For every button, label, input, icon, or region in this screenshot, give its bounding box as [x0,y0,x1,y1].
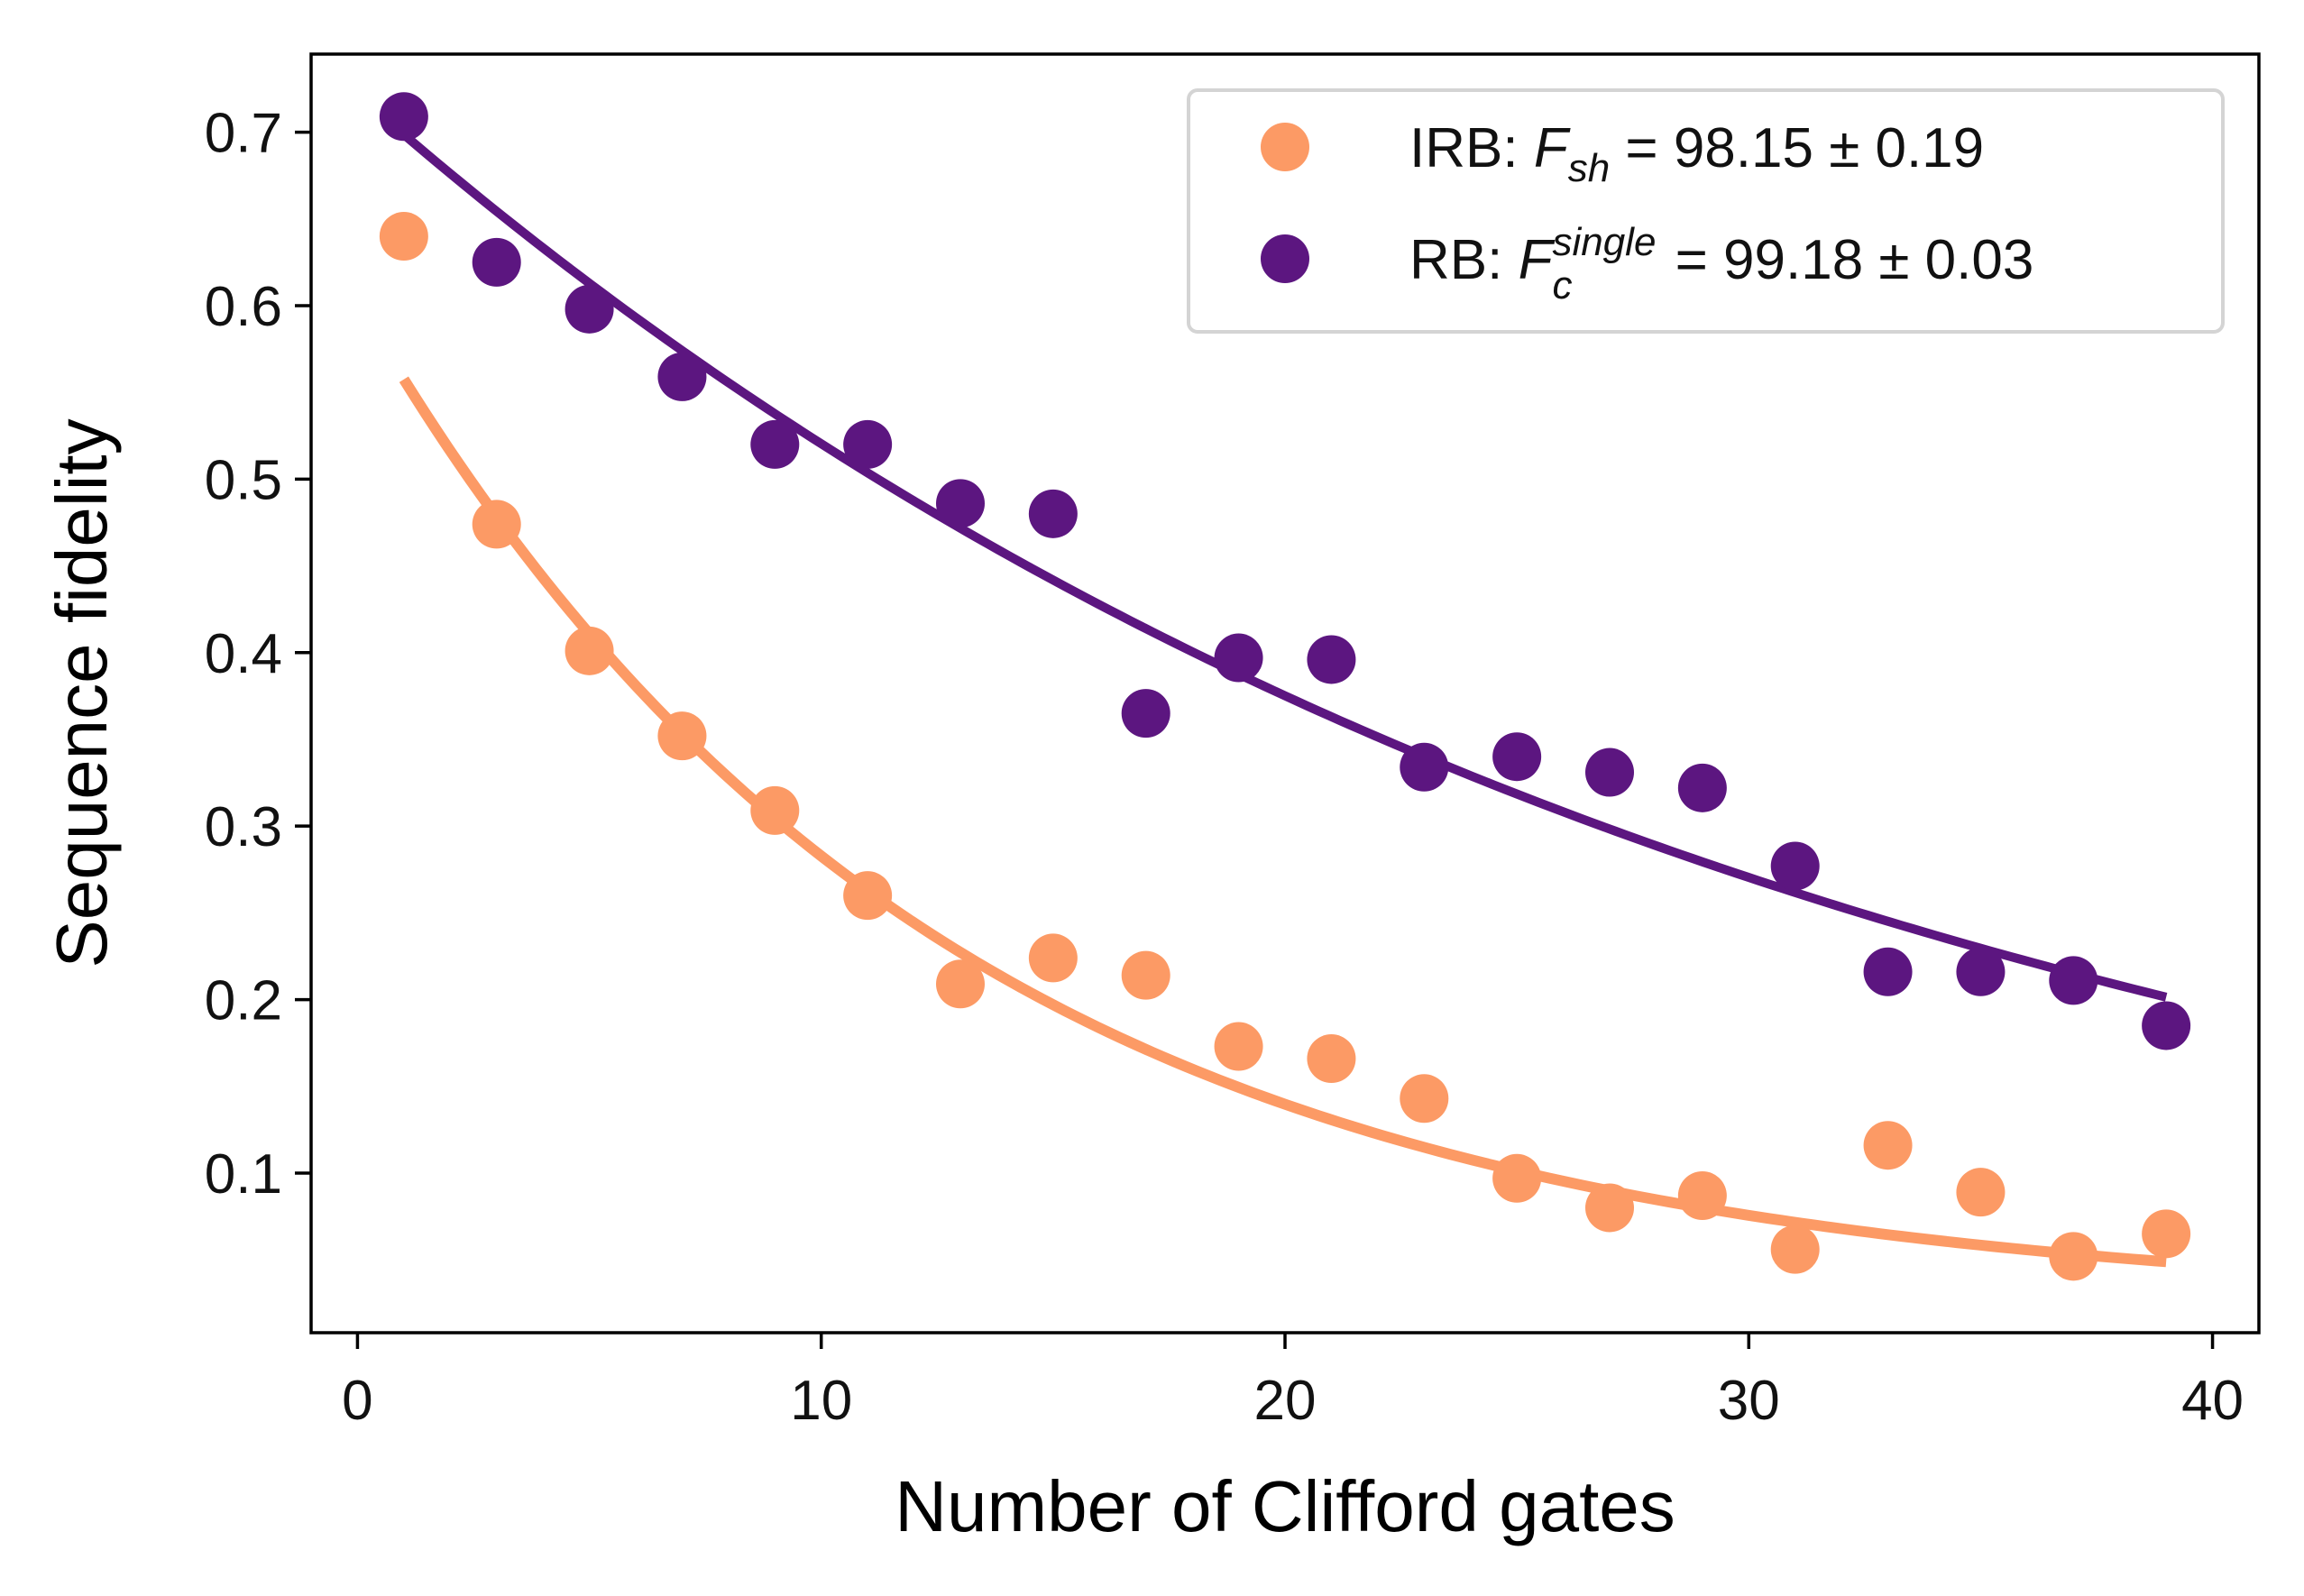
data-point-rb [1956,947,2006,996]
legend-rb-symbol: F [1519,229,1556,291]
legend-marker-rb [1261,234,1309,283]
data-point-rb [1677,763,1727,812]
data-point-irb [1770,1225,1820,1274]
legend-entry-rb: RB: Fsingle c = 99.18 ± 0.03 [1409,220,2033,307]
data-point-rb [1863,947,1913,996]
data-point-irb [1307,1034,1356,1084]
x-axis-label: Number of Clifford gates [895,1466,1675,1546]
data-point-rb [1492,732,1542,782]
y-tick-label: 0.5 [205,449,282,511]
y-tick-label: 0.6 [205,276,282,338]
data-point-irb [2049,1232,2098,1281]
y-tick-label: 0.3 [205,796,282,858]
data-point-rb [2142,1001,2191,1050]
x-tick-label: 30 [1718,1370,1780,1432]
data-point-rb [1770,841,1820,891]
data-point-rb [2049,956,2098,1005]
data-point-irb [472,500,521,549]
y-axis-label: Sequence fidelity [41,418,122,968]
legend-irb-symbol: F [1534,117,1571,179]
data-point-irb [843,871,893,921]
data-points [379,92,2191,1281]
data-point-irb [1492,1153,1542,1203]
data-point-irb [1400,1074,1449,1124]
data-point-rb [1400,742,1449,792]
data-point-irb [1214,1022,1263,1071]
data-point-rb [1307,635,1356,684]
data-point-rb [472,237,521,287]
data-point-rb [1214,633,1263,683]
y-tick-label: 0.7 [205,103,282,165]
data-point-irb [565,626,614,675]
data-point-irb [1863,1121,1913,1170]
data-point-rb [1585,748,1634,797]
data-point-irb [750,785,800,835]
data-point-irb [657,711,707,761]
data-point-rb [379,92,428,142]
data-point-rb [657,352,707,401]
legend: IRB: Fsh = 98.15 ± 0.19 RB: Fsingle c = 9… [1187,88,2225,334]
legend-irb-subscript: sh [1568,146,1610,190]
data-point-irb [2142,1209,2191,1259]
data-point-rb [936,479,985,528]
data-point-rb [843,419,893,469]
data-point-irb [379,212,428,261]
y-axis-ticks: 0.1 0.2 0.3 0.4 0.5 0.6 0.7 [205,103,311,1206]
y-tick-label: 0.1 [205,1143,282,1206]
legend-box [1187,88,2225,334]
legend-rb-prefix: RB: [1409,229,1519,291]
legend-irb-prefix: IRB: [1409,117,1534,179]
data-point-rb [750,419,800,469]
data-point-irb [1956,1168,2006,1217]
data-point-rb [1028,489,1078,538]
x-tick-label: 10 [790,1370,852,1432]
data-point-rb [1121,689,1170,738]
legend-rb-subscript: c [1553,263,1573,307]
x-tick-label: 40 [2181,1370,2244,1432]
data-point-irb [1677,1171,1727,1220]
legend-marker-irb [1261,123,1309,171]
data-point-rb [565,284,614,334]
y-tick-label: 0.4 [205,623,282,685]
legend-entry-irb: IRB: Fsh = 98.15 ± 0.19 [1409,117,1984,190]
legend-irb-value: = 98.15 ± 0.19 [1610,117,1984,179]
x-tick-label: 0 [342,1370,372,1432]
data-point-irb [936,959,985,1009]
x-tick-label: 20 [1254,1370,1317,1432]
data-point-irb [1121,950,1170,1000]
legend-rb-value: = 99.18 ± 0.03 [1659,229,2033,291]
y-tick-label: 0.2 [205,970,282,1032]
legend-rb-superscript: single [1552,220,1656,264]
data-point-irb [1585,1183,1634,1233]
data-point-irb [1028,933,1078,983]
x-axis-ticks: 0 10 20 30 40 [342,1333,2244,1432]
